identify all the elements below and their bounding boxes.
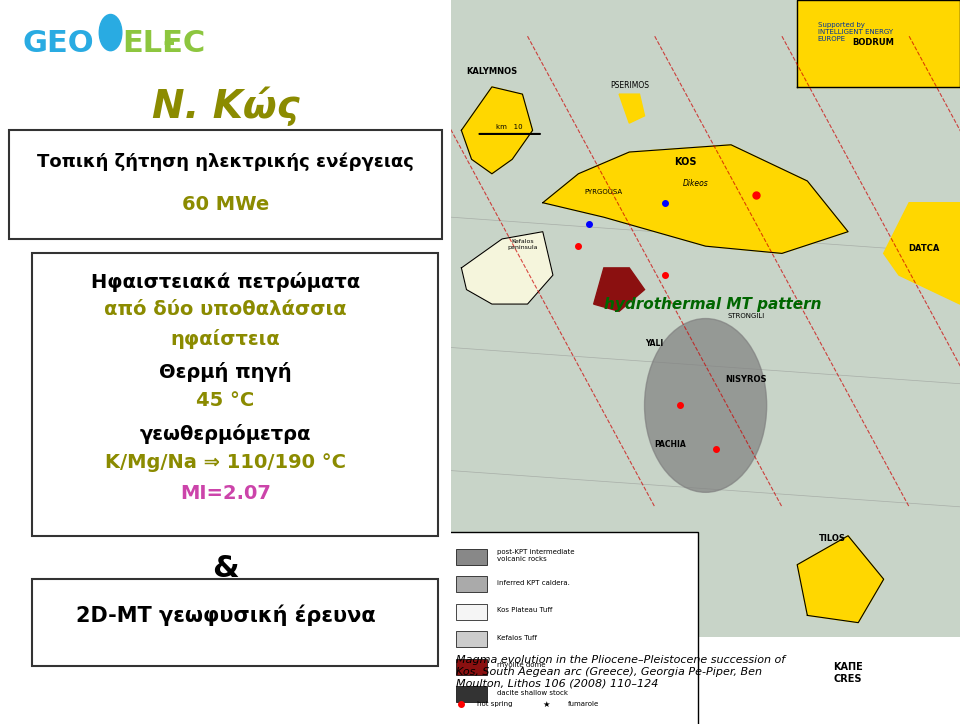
Text: ΚΑΠΕ
CRES: ΚΑΠΕ CRES [833, 662, 863, 684]
FancyBboxPatch shape [32, 253, 438, 536]
Text: KALYMNOS: KALYMNOS [467, 67, 517, 76]
Text: Kefalos Tuff: Kefalos Tuff [497, 635, 537, 641]
Text: dacite shallow stock: dacite shallow stock [497, 690, 568, 696]
Polygon shape [884, 203, 960, 304]
Text: GEO: GEO [23, 29, 94, 58]
Text: 60 MWe: 60 MWe [182, 195, 269, 214]
Text: Dikeos: Dikeos [683, 180, 708, 188]
Text: N. Κώς: N. Κώς [152, 87, 300, 127]
Text: KOS: KOS [674, 156, 697, 167]
Text: Ηφαιστειακά πετρώματα: Ηφαιστειακά πετρώματα [91, 272, 360, 292]
Text: K/Mg/Na ⇒ 110/190 °C: K/Mg/Na ⇒ 110/190 °C [105, 452, 347, 471]
Text: post-KPT intermediate
volcanic rocks: post-KPT intermediate volcanic rocks [497, 549, 574, 562]
Polygon shape [797, 536, 884, 623]
Text: Τοπική ζήτηση ηλεκτρικής ενέργειας: Τοπική ζήτηση ηλεκτρικής ενέργειας [37, 152, 414, 171]
Text: DATCA: DATCA [909, 245, 940, 253]
Text: MI=2.07: MI=2.07 [180, 484, 271, 502]
Circle shape [99, 14, 122, 51]
Text: 45 °C: 45 °C [197, 391, 254, 410]
Bar [456, 686, 487, 702]
Polygon shape [542, 145, 848, 253]
Text: PSERIMOS: PSERIMOS [610, 82, 649, 90]
Text: Supported by
INTELLIGENT ENERGY
EUROPE: Supported by INTELLIGENT ENERGY EUROPE [818, 22, 893, 42]
Text: γεωθερμόμετρα: γεωθερμόμετρα [140, 424, 311, 444]
Text: Θερμή πηγή: Θερμή πηγή [159, 362, 292, 382]
Text: km   10: km 10 [496, 125, 523, 130]
Text: 2D-MT γεωφυσική έρευνα: 2D-MT γεωφυσική έρευνα [76, 605, 375, 626]
Text: inferred KPT caldera.: inferred KPT caldera. [497, 580, 570, 586]
Text: PACHIA: PACHIA [654, 440, 685, 449]
Polygon shape [462, 87, 533, 174]
FancyBboxPatch shape [448, 532, 698, 724]
Text: TILOS: TILOS [820, 534, 846, 543]
Polygon shape [619, 94, 644, 123]
Bar [456, 576, 487, 592]
Text: STRONGILI: STRONGILI [728, 313, 765, 319]
Text: ★: ★ [542, 700, 550, 709]
Polygon shape [462, 232, 553, 304]
Text: PYRGOUSA: PYRGOUSA [585, 190, 623, 195]
Text: Kos Plateau Tuff: Kos Plateau Tuff [497, 607, 552, 613]
Text: NISYROS: NISYROS [726, 375, 767, 384]
Bar [456, 604, 487, 620]
Polygon shape [797, 0, 960, 87]
Bar [451, 0, 960, 637]
Bar [456, 549, 487, 565]
Text: από δύο υποθαλάσσια: από δύο υποθαλάσσια [105, 300, 347, 319]
Bar [456, 631, 487, 647]
Text: rhyolite dome: rhyolite dome [497, 662, 545, 668]
Circle shape [644, 319, 767, 492]
Text: ηφαίστεια: ηφαίστεια [171, 329, 280, 350]
Text: BODRUM: BODRUM [852, 38, 895, 47]
Text: &: & [212, 554, 239, 583]
FancyBboxPatch shape [32, 579, 438, 666]
Text: hot spring: hot spring [476, 702, 512, 707]
Text: ELEC: ELEC [122, 29, 205, 58]
Bar [456, 659, 487, 675]
Text: Kefalos
peninsula: Kefalos peninsula [507, 239, 538, 250]
Text: YALI: YALI [645, 339, 664, 348]
FancyBboxPatch shape [9, 130, 443, 239]
Polygon shape [593, 268, 644, 311]
Text: -: - [162, 29, 175, 58]
Text: hydrothermal MT pattern: hydrothermal MT pattern [604, 297, 822, 312]
Text: fumarole: fumarole [568, 702, 599, 707]
Text: Magma evolution in the Pliocene–Pleistocene succession of
Kos, South Aegean arc : Magma evolution in the Pliocene–Pleistoc… [456, 655, 785, 689]
